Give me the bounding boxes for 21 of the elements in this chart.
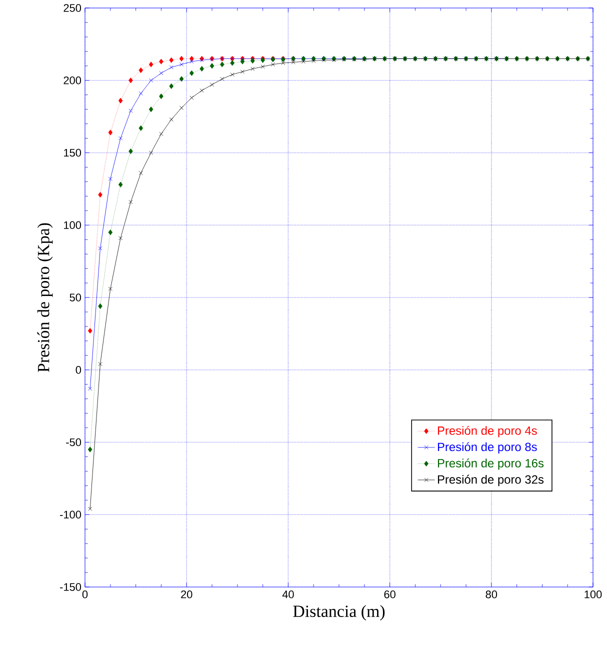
y-tick-label: 100 (64, 221, 82, 229)
y-tick-label: 200 (64, 76, 82, 84)
y-axis-title: Presión de poro (Kpa) (37, 223, 53, 372)
x-tick-label: 80 (486, 590, 498, 598)
x-axis-title: Distancia (m) (293, 605, 385, 620)
y-tick-label: -50 (66, 438, 82, 446)
x-tick-label: 60 (384, 590, 396, 598)
y-tick-label: -150 (60, 583, 82, 591)
legend-label: Presión de poro 4s (438, 426, 537, 438)
y-tick-label: 150 (64, 148, 82, 157)
y-tick-label: -100 (60, 510, 82, 519)
legend-label: Presión de poro 8s (438, 442, 537, 454)
legend-label: Presión de poro 32s (438, 474, 544, 486)
legend-label: Presión de poro 16s (438, 458, 544, 470)
x-tick-label: 40 (282, 590, 294, 598)
x-tick-label: 20 (181, 590, 192, 598)
x-tick-label: 100 (584, 590, 602, 598)
y-tick-label: 50 (70, 294, 82, 302)
x-tick-label: 0 (82, 590, 88, 598)
y-tick-label: 250 (64, 4, 82, 12)
y-tick-label: 0 (76, 366, 82, 374)
